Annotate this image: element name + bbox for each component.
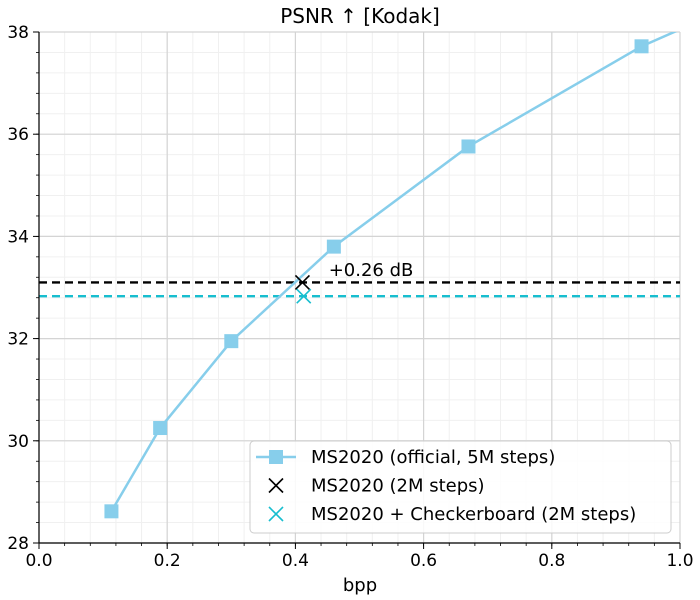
data-point bbox=[294, 274, 311, 290]
y-tick-label: 34 bbox=[7, 227, 29, 247]
annotation-label: +0.26 dB bbox=[329, 260, 414, 281]
data-point bbox=[634, 39, 649, 54]
legend-label: MS2020 + Checkerboard (2M steps) bbox=[311, 504, 636, 525]
axes bbox=[38, 32, 680, 544]
x-tick-label: 0.4 bbox=[282, 551, 309, 571]
legend-marker bbox=[268, 506, 284, 522]
y-tick-label: 28 bbox=[7, 534, 29, 554]
y-tick-label: 32 bbox=[7, 330, 29, 350]
x-axis-label: bpp bbox=[343, 575, 377, 596]
x-tick-label: 1.0 bbox=[666, 551, 693, 571]
legend-marker bbox=[269, 450, 283, 464]
annotations: +0.26 dB bbox=[329, 260, 414, 281]
data-point bbox=[153, 421, 168, 436]
data-point bbox=[104, 504, 119, 519]
x-tick-label: 0.8 bbox=[538, 551, 565, 571]
x-tick-label: 0.2 bbox=[154, 551, 181, 571]
legend-label: MS2020 (official, 5M steps) bbox=[311, 447, 555, 468]
y-tick-label: 30 bbox=[7, 432, 29, 452]
data-point bbox=[224, 334, 239, 349]
data-point bbox=[326, 239, 341, 254]
ticks: 0.0 0.2 0.4 0.6 0.8 1.0 28 30 32 34 36 38 bbox=[7, 23, 693, 571]
y-tick-label: 36 bbox=[7, 125, 29, 145]
legend: MS2020 (official, 5M steps) MS2020 (2M st… bbox=[249, 440, 672, 534]
series-layer bbox=[104, 32, 678, 519]
y-tick-label: 38 bbox=[7, 23, 29, 43]
data-point bbox=[296, 288, 312, 304]
chart-title: PSNR ↑ [Kodak] bbox=[280, 4, 440, 28]
x-tick-label: 0.0 bbox=[25, 551, 52, 571]
legend-box bbox=[249, 440, 672, 534]
legend-label: MS2020 (2M steps) bbox=[311, 476, 485, 497]
data-point bbox=[461, 139, 476, 154]
x-tick-label: 0.6 bbox=[410, 551, 437, 571]
reference-lines bbox=[39, 281, 680, 298]
legend-marker bbox=[268, 477, 284, 494]
